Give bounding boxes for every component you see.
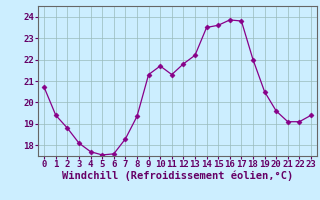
X-axis label: Windchill (Refroidissement éolien,°C): Windchill (Refroidissement éolien,°C)	[62, 171, 293, 181]
